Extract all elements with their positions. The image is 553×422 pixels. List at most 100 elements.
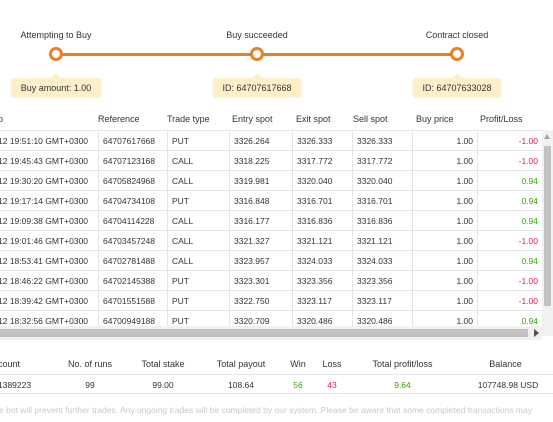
cell-exit-spot: 3320.486 (292, 311, 352, 331)
cell-sell-spot: 3320.040 (352, 171, 412, 191)
step-dot-buy-succeeded (250, 47, 264, 61)
cell-profit-loss: -1.00 (477, 291, 542, 311)
header-reference: Reference (98, 114, 140, 124)
cell-sell-spot: 3316.701 (352, 191, 412, 211)
cell-entry-spot: 3318.225 (229, 151, 292, 171)
summary-table: count No. of runs Total stake Total payo… (0, 352, 553, 394)
summary-header-payout: Total payout (216, 359, 266, 369)
step-bubble-buy-id: ID: 64707617668 (212, 73, 302, 98)
header-buy-price: Buy price (416, 114, 454, 124)
summary-win: 56 (293, 380, 303, 390)
cell-trade-type: CALL (167, 251, 229, 271)
cell-time: 12 18:53:41 GMT+0300 (0, 256, 89, 266)
scroll-right-arrow-icon[interactable] (534, 329, 539, 337)
cell-trade-type: CALL (167, 151, 229, 171)
table-row[interactable]: 12 18:46:22 GMT+0300 64702145388 PUT 3323.3… (0, 271, 542, 291)
cell-exit-spot: 3323.117 (292, 291, 352, 311)
cell-profit-loss: -1.00 (477, 151, 542, 171)
cell-trade-type: PUT (167, 291, 229, 311)
transactions-table: p Reference Trade type Entry spot Exit s… (0, 110, 553, 342)
cell-reference: 64707617668 (98, 131, 167, 151)
cell-trade-type: PUT (167, 311, 229, 331)
cell-exit-spot: 3316.836 (292, 211, 352, 231)
cell-sell-spot: 3323.117 (352, 291, 412, 311)
transactions-body[interactable]: 12 19:51:10 GMT+0300 64707617668 PUT 3326.2… (0, 130, 542, 336)
step-title-attempting: Attempting to Buy (20, 30, 92, 40)
vertical-scroll-thumb[interactable] (544, 146, 551, 306)
cell-exit-spot: 3316.701 (292, 191, 352, 211)
cell-buy-price: 1.00 (412, 271, 477, 291)
cell-trade-type: CALL (167, 231, 229, 251)
cell-trade-type: PUT (167, 131, 229, 151)
header-sell-spot: Sell spot (353, 114, 388, 124)
transactions-header: p Reference Trade type Entry spot Exit s… (0, 110, 553, 129)
cell-time: 12 19:45:43 GMT+0300 (0, 156, 89, 166)
step-dot-contract-closed (450, 47, 464, 61)
cell-time: 12 19:01:46 GMT+0300 (0, 236, 89, 246)
cell-reference: 64703457248 (98, 231, 167, 251)
summary-balance: 107748.98 USD (477, 380, 539, 390)
cell-profit-loss: 0.94 (477, 191, 542, 211)
horizontal-scrollbar[interactable] (0, 326, 542, 340)
step-dot-attempting (49, 47, 63, 61)
horizontal-scroll-thumb[interactable] (0, 329, 528, 337)
summary-total-pl: 9.64 (394, 380, 411, 390)
cell-buy-price: 1.00 (412, 151, 477, 171)
cell-reference: 64705824968 (98, 171, 167, 191)
cell-time: 12 18:46:22 GMT+0300 (0, 276, 89, 286)
cell-entry-spot: 3316.848 (229, 191, 292, 211)
step-title-buy-succeeded: Buy succeeded (226, 30, 288, 40)
cell-exit-spot: 3317.772 (292, 151, 352, 171)
summary-header-win: Win (290, 359, 306, 369)
cell-buy-price: 1.00 (412, 171, 477, 191)
cell-entry-spot: 3320.709 (229, 311, 292, 331)
cell-entry-spot: 3316.177 (229, 211, 292, 231)
cell-profit-loss: 0.94 (477, 251, 542, 271)
cell-buy-price: 1.00 (412, 251, 477, 271)
step-bubble-contract-id: ID: 64707633028 (412, 73, 502, 98)
cell-buy-price: 1.00 (412, 231, 477, 251)
footer-disclaimer: e bot will prevent further trades. Any o… (0, 405, 532, 415)
cell-sell-spot: 3324.033 (352, 251, 412, 271)
cell-entry-spot: 3321.327 (229, 231, 292, 251)
table-row[interactable]: 12 19:09:38 GMT+0300 64704114228 CALL 3316.… (0, 211, 542, 231)
cell-reference: 64700949188 (98, 311, 167, 331)
summary-header-total-pl: Total profit/loss (372, 359, 433, 369)
cell-reference: 64702145388 (98, 271, 167, 291)
cell-trade-type: PUT (167, 191, 229, 211)
cell-buy-price: 1.00 (412, 131, 477, 151)
summary-row: 1389223 99 99.00 108.64 56 43 9.64 10774… (0, 374, 553, 394)
table-row[interactable]: 12 18:39:42 GMT+0300 64701551588 PUT 3322.7… (0, 291, 542, 311)
summary-header: count No. of runs Total stake Total payo… (0, 354, 553, 374)
cell-entry-spot: 3323.301 (229, 271, 292, 291)
cell-profit-loss: 0.94 (477, 171, 542, 191)
cell-time: 12 19:30:20 GMT+0300 (0, 176, 89, 186)
cell-sell-spot: 3320.486 (352, 311, 412, 331)
step-bubble-buy-amount: Buy amount: 1.00 (10, 73, 102, 98)
table-row[interactable]: 12 18:53:41 GMT+0300 64702781488 CALL 3323.… (0, 251, 542, 271)
scroll-up-arrow-icon[interactable] (544, 134, 550, 139)
summary-runs: 99 (85, 380, 95, 390)
summary-payout: 108.64 (228, 380, 254, 390)
cell-exit-spot: 3321.121 (292, 231, 352, 251)
cell-reference: 64702781488 (98, 251, 167, 271)
summary-header-loss: Loss (322, 359, 342, 369)
cell-time: 12 18:32:56 GMT+0300 (0, 316, 89, 326)
vertical-scrollbar[interactable] (542, 130, 553, 336)
cell-exit-spot: 3326.333 (292, 131, 352, 151)
header-profit-loss: Profit/Loss (480, 114, 523, 124)
cell-buy-price: 1.00 (412, 291, 477, 311)
table-row[interactable]: 12 19:01:46 GMT+0300 64703457248 CALL 3321.… (0, 231, 542, 251)
cell-exit-spot: 3320.040 (292, 171, 352, 191)
cell-sell-spot: 3317.772 (352, 151, 412, 171)
cell-time: 12 18:39:42 GMT+0300 (0, 296, 89, 306)
cell-time: 12 19:09:38 GMT+0300 (0, 216, 89, 226)
table-row[interactable]: 12 19:30:20 GMT+0300 64705824968 CALL 3319.… (0, 171, 542, 191)
trade-progress-stepper: Attempting to Buy Buy amount: 1.00 Buy s… (0, 0, 553, 108)
table-row[interactable]: 12 19:51:10 GMT+0300 64707617668 PUT 3326.2… (0, 131, 542, 151)
table-row[interactable]: 12 19:45:43 GMT+0300 64707123168 CALL 3318.… (0, 151, 542, 171)
summary-header-runs: No. of runs (67, 359, 113, 369)
cell-buy-price: 1.00 (412, 191, 477, 211)
cell-trade-type: CALL (167, 211, 229, 231)
table-row[interactable]: 12 19:17:14 GMT+0300 64704734108 PUT 3316.8… (0, 191, 542, 211)
